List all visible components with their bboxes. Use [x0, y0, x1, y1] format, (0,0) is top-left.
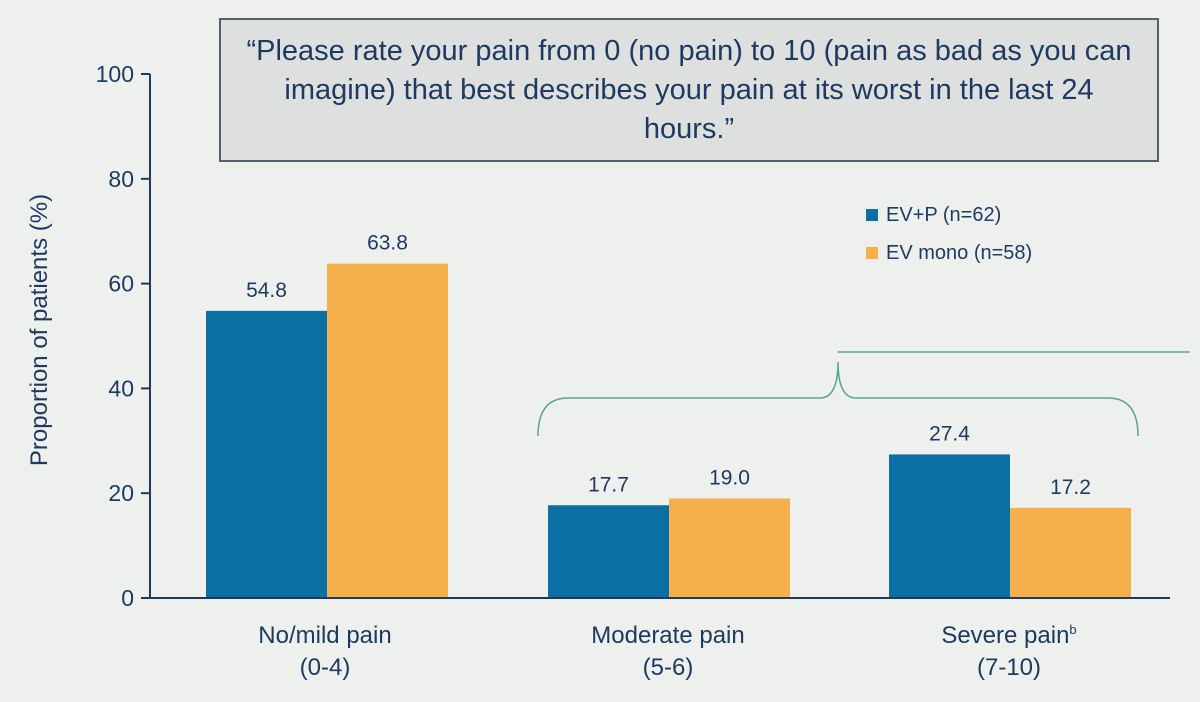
bar-ev-mono	[1010, 507, 1131, 598]
category-label-moderate-pain: Moderate pain (5-6)	[518, 620, 818, 684]
category-label-line2: (7-10)	[976, 654, 1042, 681]
bar-ev-p	[206, 310, 327, 598]
category-label-line1: No/mild pain	[258, 622, 392, 649]
category-label-severe-pain: Severe painb (7-10)	[859, 620, 1159, 684]
category-label-line1: Severe painb	[941, 622, 1077, 649]
category-label-no-mild-pain: No/mild pain (0-4)	[175, 620, 475, 684]
category-label-line1: Moderate pain	[591, 622, 745, 649]
data-label-ev-mono: 63.8	[367, 232, 408, 255]
data-label-ev-mono: 17.2	[1050, 476, 1091, 499]
bar-ev-p	[889, 454, 1010, 598]
category-label-line2: (5-6)	[642, 654, 694, 681]
legend-label-ev-p: EV+P (n=62)	[886, 203, 1002, 226]
legend-item-ev-p: EV+P (n=62)	[866, 196, 1032, 234]
legend: EV+P (n=62) EV mono (n=58)	[866, 196, 1032, 272]
legend-label-ev-mono: EV mono (n=58)	[886, 241, 1033, 264]
y-tick-label: 60	[108, 271, 134, 297]
data-label-ev-mono: 19.0	[709, 466, 750, 489]
legend-item-ev-mono: EV mono (n=58)	[866, 234, 1032, 272]
question-text: “Please rate your pain from 0 (no pain) …	[246, 34, 1132, 145]
data-label-ev-p: 17.7	[588, 473, 629, 496]
bar-ev-p	[548, 505, 669, 598]
question-box: “Please rate your pain from 0 (no pain) …	[219, 18, 1159, 162]
category-label-line2: (0-4)	[299, 654, 351, 681]
data-label-ev-p: 27.4	[929, 422, 970, 445]
y-tick-label: 100	[96, 61, 134, 87]
y-axis-label: Proportion of patients (%)	[26, 193, 53, 467]
y-tick-label: 40	[108, 375, 134, 401]
y-tick-label: 80	[108, 166, 134, 192]
data-label-ev-p: 54.8	[246, 279, 287, 302]
bar-ev-mono	[327, 263, 448, 598]
y-tick-label: 20	[108, 480, 134, 506]
legend-swatch-ev-p	[866, 209, 878, 221]
y-tick-label: 0	[121, 585, 134, 611]
grouping-bracket	[537, 361, 1139, 437]
legend-swatch-ev-mono	[866, 247, 878, 259]
bar-ev-mono	[669, 498, 790, 598]
